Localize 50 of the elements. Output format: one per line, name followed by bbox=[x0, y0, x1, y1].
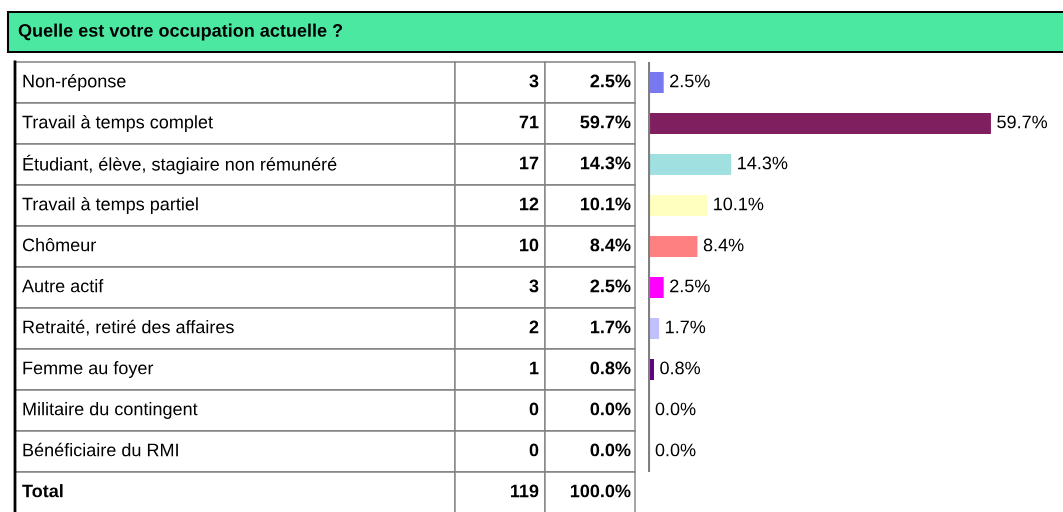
text: 59.7% bbox=[997, 115, 1048, 129]
text: Quelle est votre occupation actuelle ? bbox=[18, 23, 343, 41]
data-label: 8.4% bbox=[590, 238, 631, 252]
bar bbox=[648, 71, 664, 94]
y-tick-label: Travail à temps complet bbox=[22, 114, 213, 133]
text: 0.0% bbox=[655, 402, 696, 416]
text: 0 bbox=[529, 443, 539, 457]
y-tick-label: Non-réponse bbox=[23, 73, 126, 92]
text: 14.3% bbox=[738, 156, 788, 170]
y-tick-label: Militaire du contingent bbox=[23, 402, 198, 419]
text: 10.1% bbox=[714, 197, 764, 211]
y-tick-label: Femme au foyer bbox=[23, 361, 154, 378]
y-tick-label: Travail à temps partiel bbox=[22, 196, 198, 215]
data-label: 0.0% bbox=[590, 443, 631, 457]
bar bbox=[648, 153, 732, 176]
text: 12 bbox=[520, 197, 539, 211]
text: 1 bbox=[530, 361, 539, 375]
text: 119 bbox=[511, 484, 539, 498]
text: 3 bbox=[529, 74, 539, 88]
text: 8.4% bbox=[703, 238, 744, 252]
text: 3 bbox=[529, 279, 539, 293]
y-tick-label: Chômeur bbox=[22, 238, 96, 252]
data-label: 14.3% bbox=[580, 156, 631, 170]
text: 0.8% bbox=[660, 361, 701, 375]
bar bbox=[648, 112, 991, 135]
data-label: 2.5% bbox=[590, 279, 631, 293]
bar bbox=[648, 194, 708, 217]
data-label: 1.7% bbox=[590, 320, 631, 334]
text: Total bbox=[22, 484, 63, 498]
y-tick-label: Étudiant, élève, stagiaire non rémunéré bbox=[23, 154, 337, 175]
text: 71 bbox=[519, 115, 539, 129]
text: 1.7% bbox=[666, 320, 706, 334]
bar bbox=[648, 276, 664, 299]
text: 2.5% bbox=[670, 74, 710, 88]
data-label: 59.7% bbox=[580, 115, 631, 129]
text: 10 bbox=[520, 238, 539, 252]
data-label: 0.8% bbox=[590, 361, 631, 375]
text: 2 bbox=[529, 320, 539, 334]
y-tick-label: Bénéficiaire du RMI bbox=[23, 442, 178, 457]
text: 0.0% bbox=[655, 443, 696, 457]
data-label: 0.0% bbox=[590, 402, 631, 416]
text: 17 bbox=[520, 156, 539, 170]
text: 2.5% bbox=[670, 279, 710, 293]
text: 0 bbox=[529, 402, 539, 416]
data-label: 10.1% bbox=[580, 197, 631, 211]
y-tick-label: Retraité, retiré des affaires bbox=[23, 319, 234, 336]
y-tick-label: Autre actif bbox=[22, 279, 104, 293]
text: 100.0% bbox=[570, 484, 631, 498]
data-label: 2.5% bbox=[590, 74, 631, 88]
bar bbox=[648, 235, 698, 258]
